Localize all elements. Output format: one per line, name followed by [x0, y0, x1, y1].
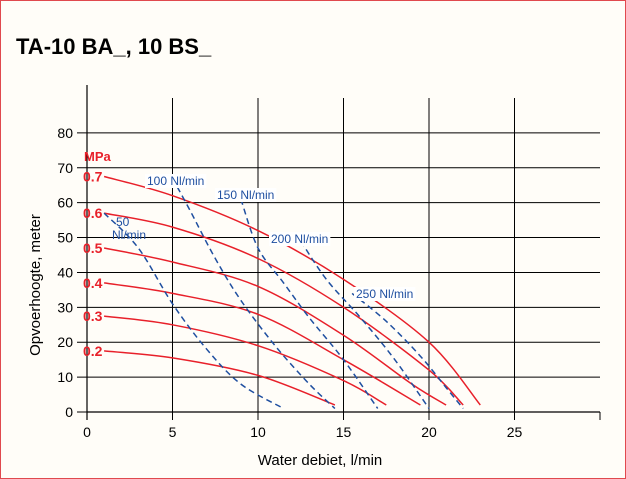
air-label-bg	[215, 188, 277, 202]
y-tick-label: 0	[65, 404, 73, 420]
axes: 0 10 20 30 40 50 60 70 80 0 5 10 15 20 25	[57, 85, 600, 440]
air-label: 250 Nl/min	[356, 287, 413, 301]
y-tick-label: 50	[57, 230, 73, 246]
pressure-line-0.3	[104, 315, 387, 406]
y-tick-label: 30	[57, 299, 73, 315]
x-tick-label: 10	[250, 424, 266, 440]
x-tick-label: 25	[507, 424, 523, 440]
y-tick-label: 80	[57, 125, 73, 141]
air-label: 200 Nl/min	[271, 232, 328, 246]
y-tick-label: 10	[57, 369, 73, 385]
grid-lines	[77, 98, 601, 420]
y-axis-label: Opvoerhoogte, meter	[27, 214, 44, 356]
pressure-line-0.4	[103, 282, 421, 406]
pressure-line-0.6	[103, 212, 464, 406]
air-label-bg	[354, 287, 416, 301]
air-label-bg	[269, 232, 331, 246]
air-label: 50 Nl/min	[112, 215, 146, 242]
pressure-line-0.2	[104, 350, 336, 406]
chart-title: TA-10 BA_, 10 BS_	[16, 34, 212, 59]
pressure-label: 0.3	[83, 308, 103, 324]
air-line	[300, 240, 430, 409]
air-label: 150 Nl/min	[217, 188, 274, 202]
y-tick-label: 40	[57, 264, 73, 280]
air-label: 100 Nl/min	[147, 174, 204, 188]
air-label-bg	[145, 174, 207, 188]
pressure-label: 0.7	[83, 169, 103, 185]
series-lines	[103, 175, 481, 410]
air-line	[103, 212, 284, 410]
air-line	[171, 177, 336, 410]
x-tick-label: 20	[421, 424, 437, 440]
pressure-label: 0.6	[83, 205, 103, 221]
pressure-label: 0.2	[83, 343, 103, 359]
x-tick-label: 0	[83, 424, 91, 440]
pressure-label: 0.5	[83, 240, 103, 256]
pressure-label: 0.4	[83, 275, 103, 291]
air-line	[351, 292, 464, 409]
pressure-line-0.7	[103, 175, 481, 406]
y-tick-label: 60	[57, 195, 73, 211]
x-axis-label: Water debiet, l/min	[258, 452, 383, 469]
y-tick-label: 70	[57, 160, 73, 176]
x-tick-label: 15	[336, 424, 352, 440]
pressure-unit-label: MPa	[84, 149, 112, 164]
y-tick-label: 20	[57, 334, 73, 350]
x-tick-label: 5	[169, 424, 177, 440]
series-labels: 0.7 0.6 0.5 0.4 0.3 0.2 50 Nl/min 100 Nl/min 150 …	[83, 169, 416, 359]
